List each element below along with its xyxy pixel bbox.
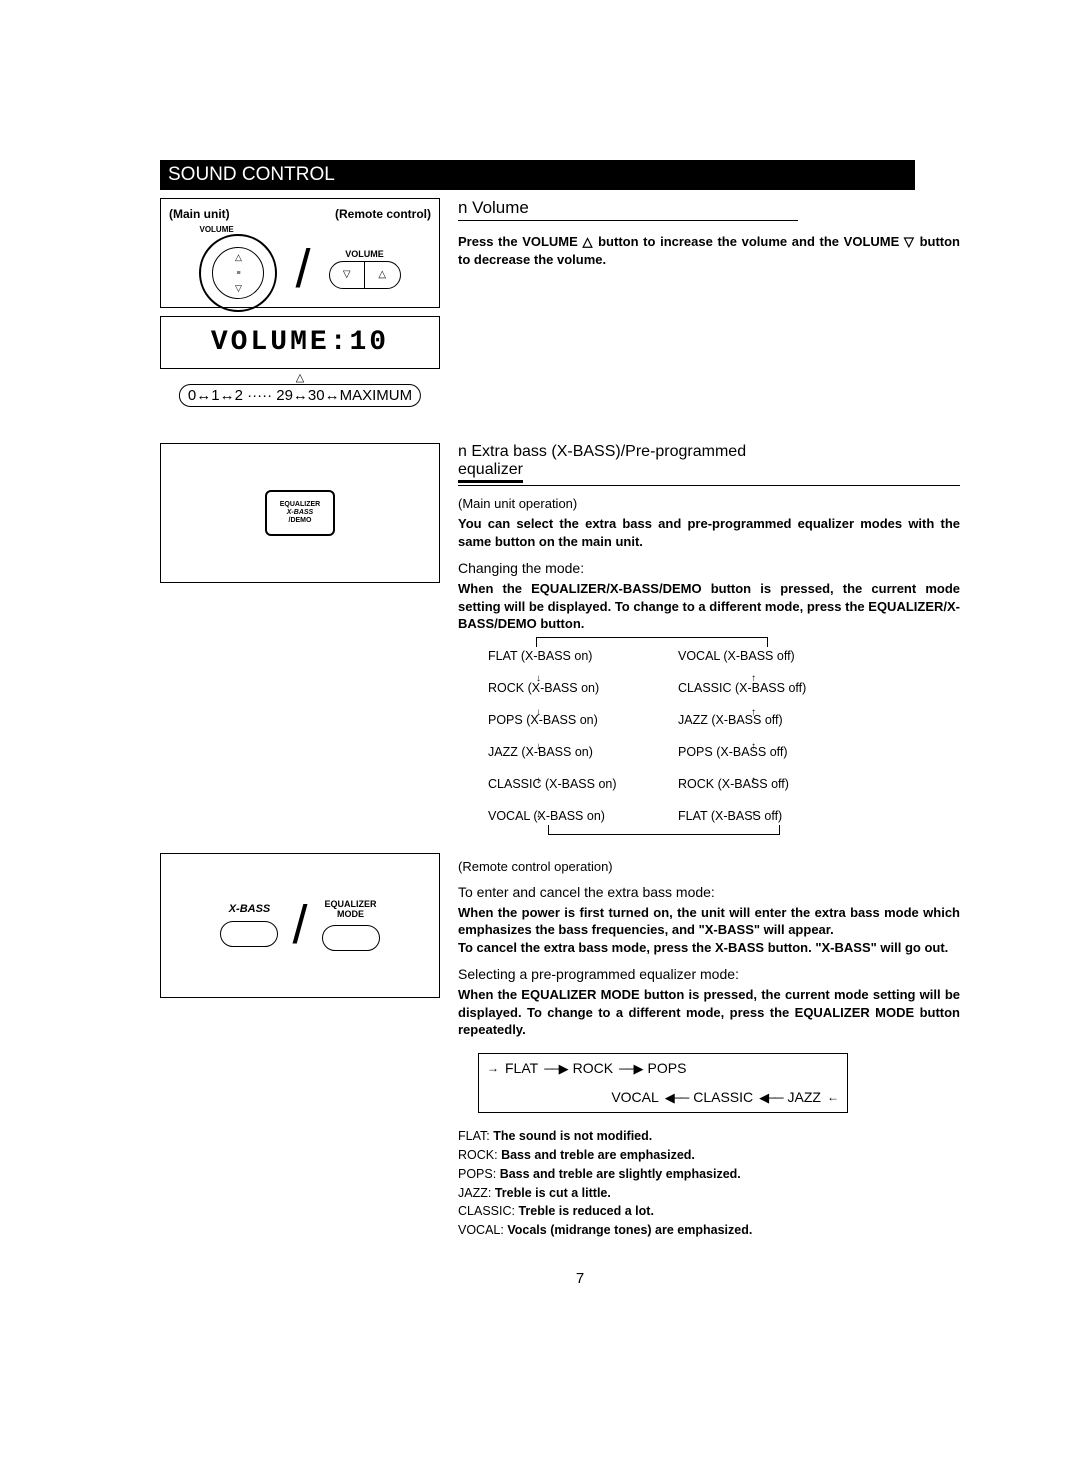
volume-small-label: VOLUME (199, 225, 277, 234)
volume-text-col: n Volume Press the VOLUME △ button to in… (458, 198, 1000, 278)
mode-left-4: CLASSIC (X-BASS on) (488, 777, 638, 791)
eq-heading-n: n (458, 443, 471, 460)
main-unit-op-label: (Main unit operation) (458, 496, 960, 511)
lcd-display: VOLUME:10 (160, 316, 440, 369)
eqmode-button-icon (322, 925, 380, 951)
remote-section: X-BASS / EQUALIZER MODE (Remote control … (160, 853, 1000, 1240)
xbass-button-icon (220, 921, 278, 947)
xbass-button-block: X-BASS (220, 903, 278, 947)
selecting-label: Selecting a pre-programmed equalizer mod… (458, 966, 960, 982)
eq-btn-l2: X-BASS (287, 509, 313, 517)
mode-right-0: VOCAL (X-BASS off) (678, 649, 828, 663)
enter-cancel-body: When the power is first turned on, the u… (458, 904, 960, 957)
remote-control-label: (Remote control) (335, 207, 431, 221)
page-number: 7 (160, 1270, 1000, 1287)
changing-mode-body: When the EQUALIZER/X-BASS/DEMO button is… (458, 580, 960, 633)
mode-cycle-grid: FLAT (X-BASS on) VOCAL (X-BASS off) ROCK… (488, 649, 828, 823)
flow-top-1: ROCK (567, 1056, 619, 1081)
eq-section: EQUALIZER X-BASS /DEMO n Extra bass (X-B… (160, 443, 1000, 843)
mode-left-3: JAZZ (X-BASS on) (488, 745, 638, 759)
enter-cancel-label: To enter and cancel the extra bass mode: (458, 884, 960, 900)
eq-btn-l1: EQUALIZER (280, 501, 320, 509)
mode-left-1: ROCK (X-BASS on) (488, 681, 638, 695)
desc-k-3: JAZZ: (458, 1184, 491, 1203)
remote-op-label: (Remote control operation) (458, 859, 960, 874)
eq-heading-rest: Extra bass (X-BASS)/Pre-programmed (471, 443, 746, 460)
eq-diagram-col: EQUALIZER X-BASS /DEMO (160, 443, 440, 591)
eq-btn-l3: /DEMO (289, 517, 312, 525)
volume-section: (Main unit) (Remote control) VOLUME △≡▽ … (160, 198, 1000, 407)
volume-heading: n Volume (458, 198, 798, 221)
desc-k-5: VOCAL: (458, 1221, 504, 1240)
volume-main-diagram: (Main unit) (Remote control) VOLUME △≡▽ … (160, 198, 440, 308)
eqmode-button-block: EQUALIZER MODE (322, 899, 380, 951)
selecting-body: When the EQUALIZER MODE button is presse… (458, 986, 960, 1039)
section-title: SOUND CONTROL (160, 160, 915, 190)
eq-button-diagram: EQUALIZER X-BASS /DEMO (160, 443, 440, 583)
main-unit-label: (Main unit) (169, 207, 230, 221)
volume-btn-label: VOLUME (329, 249, 401, 259)
desc-v-0: The sound is not modified. (493, 1129, 652, 1143)
volume-body: Press the VOLUME △ button to increase th… (458, 233, 960, 268)
mode-left-0: FLAT (X-BASS on) (488, 649, 638, 663)
eq-heading-line2: equalizer (458, 461, 523, 483)
eq-heading: n Extra bass (X-BASS)/Pre-programmed equ… (458, 443, 960, 486)
flow-bot-2: JAZZ (782, 1085, 827, 1110)
desc-v-2: Bass and treble are slightly emphasized. (500, 1167, 741, 1181)
remote-text-col: (Remote control operation) To enter and … (458, 853, 1000, 1240)
desc-k-1: ROCK: (458, 1146, 498, 1165)
separator-slash: / (295, 238, 310, 300)
eq-main-body: You can select the extra bass and pre-pr… (458, 515, 960, 550)
xbass-label: X-BASS (220, 903, 278, 915)
mode-left-2: POPS (X-BASS on) (488, 713, 638, 727)
remote-vol-buttons: VOLUME ▽△ (329, 249, 401, 289)
separator-slash-2: / (292, 894, 307, 956)
eq-flow-diagram: → FLAT ROCK POPS VOCAL CLASSIC JAZZ ← (478, 1053, 848, 1113)
equalizer-button-icon: EQUALIZER X-BASS /DEMO (265, 490, 335, 536)
changing-mode-label: Changing the mode: (458, 560, 960, 576)
desc-v-5: Vocals (midrange tones) are emphasized. (507, 1223, 752, 1237)
desc-k-4: CLASSIC: (458, 1202, 515, 1221)
volume-range: 0↔1↔2 ····· 29↔30↔MAXIMUM (179, 384, 421, 407)
volume-diagram-col: (Main unit) (Remote control) VOLUME △≡▽ … (160, 198, 440, 407)
flow-top-0: FLAT (499, 1056, 544, 1081)
remote-buttons-diagram: X-BASS / EQUALIZER MODE (160, 853, 440, 998)
mode-left-5: VOCAL (X-BASS on) (488, 809, 638, 823)
eq-text-col: n Extra bass (X-BASS)/Pre-programmed equ… (458, 443, 1000, 843)
desc-k-0: FLAT: (458, 1127, 490, 1146)
flow-bot-0: VOCAL (605, 1085, 664, 1110)
volume-dial: VOLUME △≡▽ (199, 225, 277, 312)
desc-v-4: Treble is reduced a lot. (518, 1204, 653, 1218)
desc-v-3: Treble is cut a little. (495, 1186, 611, 1200)
remote-diagram-col: X-BASS / EQUALIZER MODE (160, 853, 440, 1006)
desc-v-1: Bass and treble are emphasized. (501, 1148, 695, 1162)
flow-top-2: POPS (642, 1056, 693, 1081)
eqmode-l1: EQUALIZER (324, 899, 376, 909)
eqmode-l2: MODE (337, 909, 364, 919)
lcd-text: VOLUME:10 (169, 327, 431, 358)
desc-k-2: POPS: (458, 1165, 496, 1184)
eq-descriptions: FLAT: The sound is not modified. ROCK: B… (458, 1127, 960, 1240)
flow-bot-1: CLASSIC (687, 1085, 759, 1110)
